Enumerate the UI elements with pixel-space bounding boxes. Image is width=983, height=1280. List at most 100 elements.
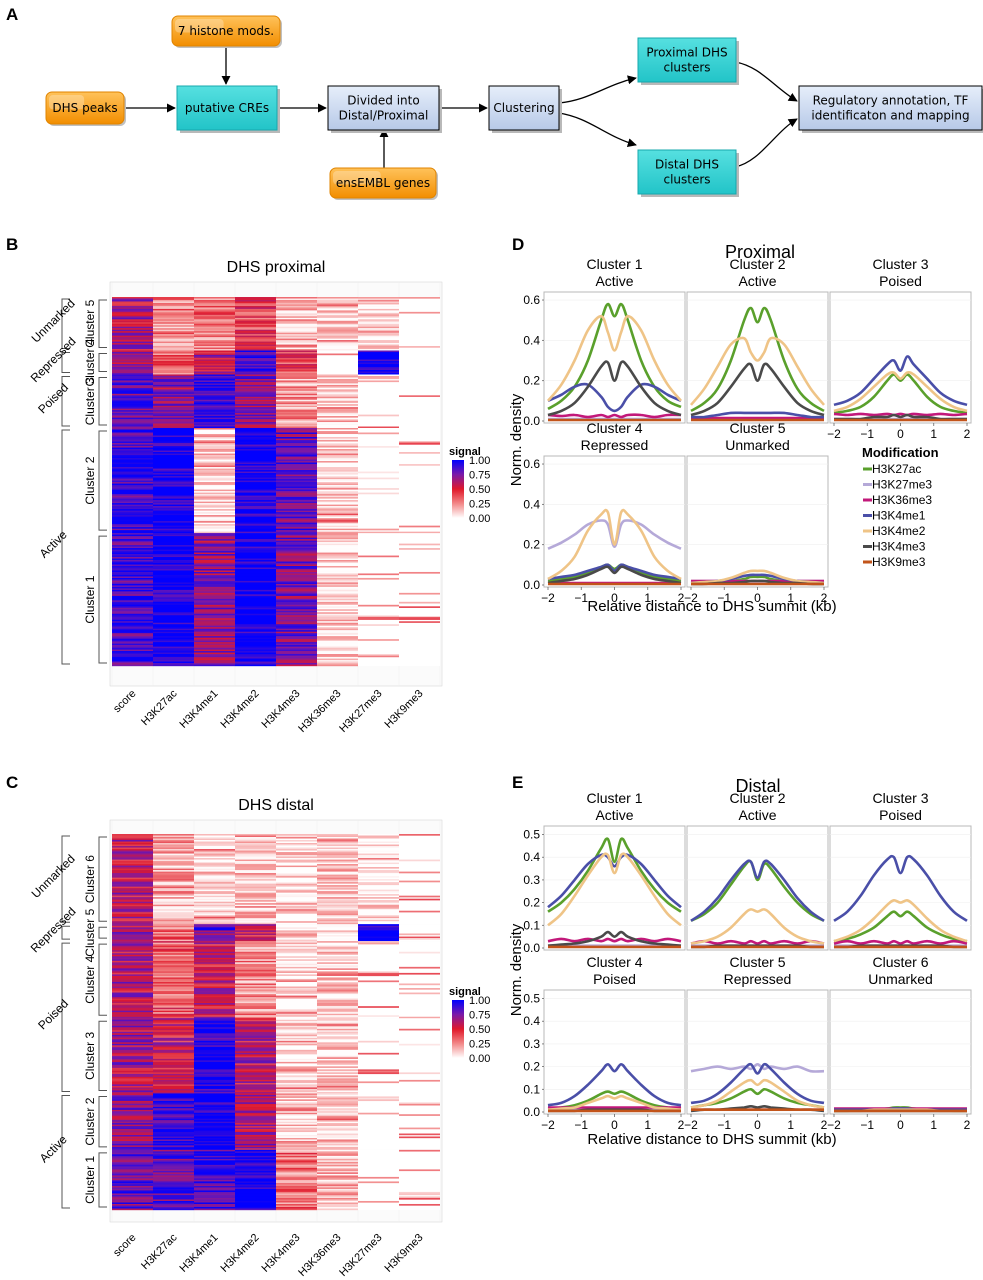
y-tick-label: 0.4 <box>523 1014 540 1028</box>
x-tick-label: 0 <box>754 1118 761 1132</box>
legend-label: H3K4me2 <box>872 524 926 538</box>
legend-label: H3K27ac <box>872 462 921 476</box>
cluster-bracket <box>98 376 107 426</box>
flow-node-text: Clustering <box>493 101 554 115</box>
facet-subtitle: Poised <box>879 273 922 289</box>
heatmap-cell <box>399 1149 440 1210</box>
x-axis-title: Relative distance to DHS summit (kb) <box>587 598 836 615</box>
heatmap-cell <box>358 1018 399 1094</box>
series-line-h3k27ac <box>833 910 968 943</box>
x-tick-label: −2 <box>684 1118 698 1132</box>
flow-node-text: Distal DHS <box>655 158 719 172</box>
facet-title: Cluster 1 <box>586 790 642 806</box>
facet-frame <box>543 291 686 424</box>
heatmap-cell <box>399 533 440 666</box>
facet-subtitle: Poised <box>879 807 922 823</box>
legend-tick-label: 0.00 <box>469 513 490 525</box>
cluster-label: Cluster 1 <box>83 575 97 623</box>
chart-title: Proximal <box>725 242 795 262</box>
y-tick-label: 0.3 <box>523 1037 540 1051</box>
series-line-h3k4me1 <box>547 563 682 581</box>
cluster-bracket <box>98 943 107 1016</box>
facet-subtitle: Unmarked <box>725 437 790 453</box>
series-line-h3k4me2 <box>833 370 968 413</box>
heatmap-column-label: H3K9me3 <box>383 688 426 731</box>
flow-node-clustering: Clustering <box>488 85 562 133</box>
heatmap-cluster-cluster-1 <box>112 533 440 667</box>
category-label: Poised <box>35 997 71 1033</box>
heatmap-cluster-cluster-2 <box>112 1093 440 1151</box>
legend-label: H3K4me1 <box>872 509 926 523</box>
x-tick-label: 1 <box>644 1118 651 1132</box>
heatmap-column-label: score <box>111 688 139 716</box>
series-line-h3k27ac <box>833 373 968 415</box>
facet-frame <box>686 291 829 424</box>
series-line-h3k4me2 <box>547 508 682 581</box>
flow-node-text: clusters <box>663 61 710 75</box>
series-line-h3k4me1 <box>690 411 825 419</box>
y-tick-label: 0.0 <box>523 941 540 955</box>
series-line-h3k27ac <box>547 1090 682 1110</box>
heatmap-column-label: H3K27me3 <box>337 688 384 735</box>
y-tick-label: 0.4 <box>523 850 540 864</box>
x-tick-label: 2 <box>964 427 971 441</box>
heatmap-cell <box>358 533 399 666</box>
heatmap-title: DHS proximal <box>227 259 326 276</box>
heatmap-column-label: H3K4me2 <box>219 688 262 731</box>
flow-node-text: identificaton and mapping <box>811 109 969 123</box>
flow-node-histone: 7 histone mods. <box>171 15 282 48</box>
facet-title: Cluster 3 <box>872 790 928 806</box>
facet-subtitle: Active <box>738 273 776 289</box>
facet-title: Cluster 5 <box>729 420 785 436</box>
cluster-label: Cluster 1 <box>83 1156 97 1204</box>
flow-node-text: clusters <box>663 173 710 187</box>
heatmap-cluster-cluster-3 <box>112 1018 440 1094</box>
facet-title: Cluster 4 <box>586 954 642 970</box>
series-line-h3k4me2 <box>690 569 825 585</box>
series-line-h3k4me2 <box>833 898 968 943</box>
flow-node-text: Proximal DHS <box>646 46 727 60</box>
flow-node-text: ensEMBL genes <box>336 176 430 190</box>
series-line-h3k4me2 <box>547 1094 682 1111</box>
flowchart: DHS peaks 7 histone mods. putative CREs Div… <box>45 15 983 200</box>
y-tick-label: 0.5 <box>523 828 540 842</box>
heatmap-cluster-cluster-1 <box>112 1149 440 1211</box>
series-line-h3k4me2 <box>690 1078 825 1109</box>
heatmap-cell <box>399 350 440 375</box>
cluster-label: Cluster 4 <box>83 338 97 386</box>
category-bracket <box>61 925 70 940</box>
facet-subtitle: Poised <box>593 971 636 987</box>
facet-title: Cluster 2 <box>729 790 785 806</box>
cluster-bracket <box>98 1020 107 1091</box>
x-tick-label: −1 <box>717 591 731 605</box>
series-line-h3k4me2 <box>690 908 825 945</box>
heatmap-cell <box>399 297 440 351</box>
facet-frame <box>543 825 686 951</box>
facet-frame <box>686 455 829 588</box>
x-tick-label: 1 <box>644 591 651 605</box>
legend-label: H3K27me3 <box>872 478 932 492</box>
cluster-label: Cluster 5 <box>83 908 97 956</box>
cluster-bracket <box>98 1095 107 1148</box>
x-tick-label: −2 <box>827 427 841 441</box>
category-bracket <box>61 429 70 665</box>
flow-node-ensembl: ensEMBL genes <box>329 167 438 200</box>
y-axis-title: Norm. density <box>508 923 525 1016</box>
cluster-label: Cluster 4 <box>83 955 97 1003</box>
heatmap-column-label: H3K27ac <box>139 1231 180 1272</box>
legend-tick-label: 0.50 <box>469 1024 490 1036</box>
facet-title: Cluster 1 <box>586 256 642 272</box>
facet-title: Cluster 4 <box>586 420 642 436</box>
cluster-bracket <box>98 299 107 349</box>
series-line-h3k4me1 <box>833 854 968 922</box>
